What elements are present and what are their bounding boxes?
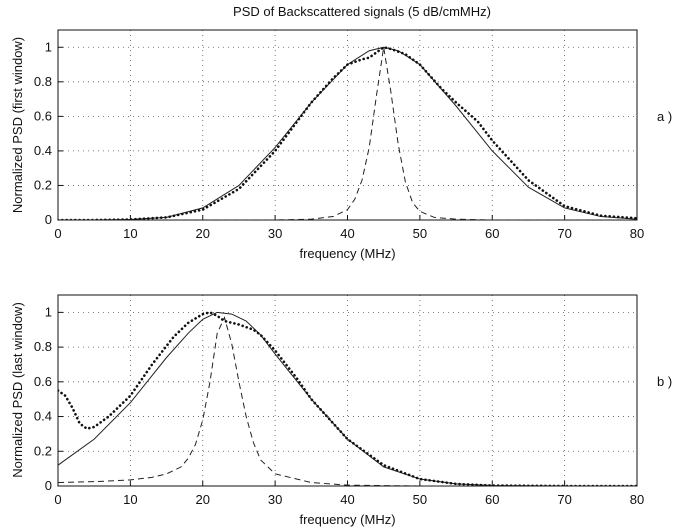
x-tick-label: 20 [196, 226, 210, 241]
series-line-dotted [58, 310, 637, 486]
x-tick-label: 30 [268, 226, 282, 241]
panel-tag: b ) [657, 374, 672, 389]
y-tick-label: 0.2 [34, 177, 52, 192]
series-line-dotted [58, 45, 637, 220]
panel-b: 0 10 20 30 40 50 60 70 80 0 0.2 0.4 0.6 0.8 1 frequency… [10, 294, 672, 527]
y-tick-label: 0.6 [34, 108, 52, 123]
figure-title: PSD of Backscattered signals (5 dB/cmMHz… [233, 4, 491, 19]
y-tick-label: 0.8 [34, 339, 52, 354]
x-axis-label: frequency (MHz) [299, 512, 395, 527]
series-line-solid [58, 311, 637, 486]
x-tick-label: 70 [557, 226, 571, 241]
x-tick-label: 10 [123, 226, 137, 241]
x-tick-label: 10 [123, 492, 137, 507]
x-tick-label: 30 [268, 492, 282, 507]
x-tick-label: 50 [413, 226, 427, 241]
y-tick-label: 1 [45, 39, 52, 54]
panel-a: 0 10 20 30 40 50 60 70 80 0 0.2 0.4 0.6 0.8 1 frequency… [10, 29, 672, 261]
y-axis-label: Normalized PSD (first window) [10, 37, 25, 213]
x-tick-label: 40 [340, 492, 354, 507]
y-tick-label: 0 [45, 478, 52, 493]
x-tick-label: 80 [630, 492, 644, 507]
y-tick-label: 0.4 [34, 143, 52, 158]
x-tick-label: 50 [413, 492, 427, 507]
series-line-dashed [58, 47, 637, 220]
x-tick-label: 60 [485, 226, 499, 241]
y-tick-label: 0.4 [34, 409, 52, 424]
x-tick-label: 0 [54, 492, 61, 507]
x-tick-label: 20 [196, 492, 210, 507]
series-line-dashed [58, 316, 637, 486]
series-line-solid [58, 46, 637, 220]
y-tick-label: 1 [45, 304, 52, 319]
x-axis-label: frequency (MHz) [299, 246, 395, 261]
x-tick-label: 80 [630, 226, 644, 241]
x-tick-label: 40 [340, 226, 354, 241]
x-tick-label: 60 [485, 492, 499, 507]
x-tick-label: 0 [54, 226, 61, 241]
y-tick-label: 0.6 [34, 374, 52, 389]
y-axis-label: Normalized PSD (last window) [10, 302, 25, 478]
y-tick-label: 0.2 [34, 443, 52, 458]
y-tick-label: 0 [45, 212, 52, 227]
y-tick-label: 0.8 [34, 74, 52, 89]
panel-tag: a ) [657, 109, 672, 124]
x-tick-label: 70 [557, 492, 571, 507]
